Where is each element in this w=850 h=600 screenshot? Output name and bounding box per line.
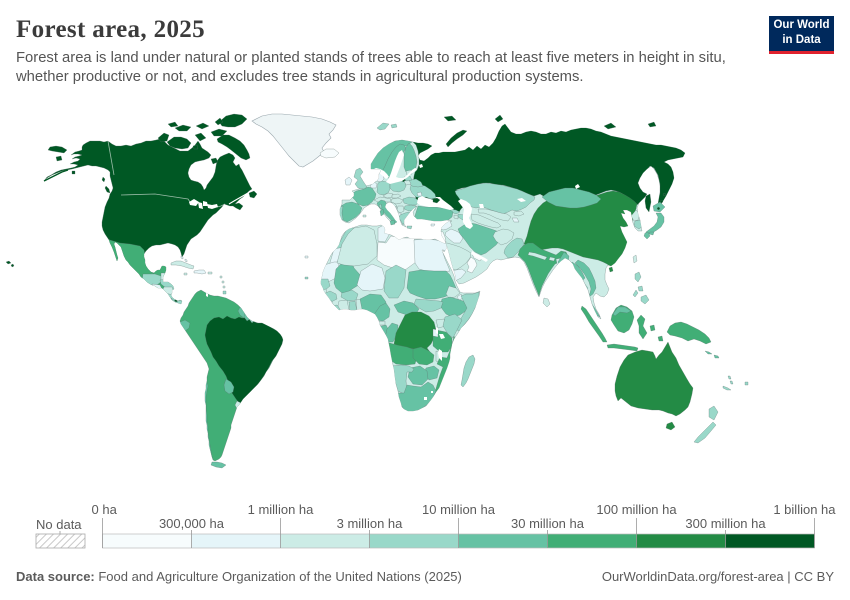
svg-text:1 million ha: 1 million ha xyxy=(248,502,315,517)
svg-text:1 billion ha: 1 billion ha xyxy=(773,502,836,517)
svg-text:0 ha: 0 ha xyxy=(92,502,118,517)
svg-text:30 million ha: 30 million ha xyxy=(511,516,585,531)
svg-text:10 million ha: 10 million ha xyxy=(422,502,496,517)
svg-text:300 million ha: 300 million ha xyxy=(685,516,766,531)
svg-text:300,000 ha: 300,000 ha xyxy=(159,516,225,531)
svg-text:No data: No data xyxy=(36,517,82,532)
svg-text:3 million ha: 3 million ha xyxy=(337,516,404,531)
svg-text:100 million ha: 100 million ha xyxy=(596,502,677,517)
